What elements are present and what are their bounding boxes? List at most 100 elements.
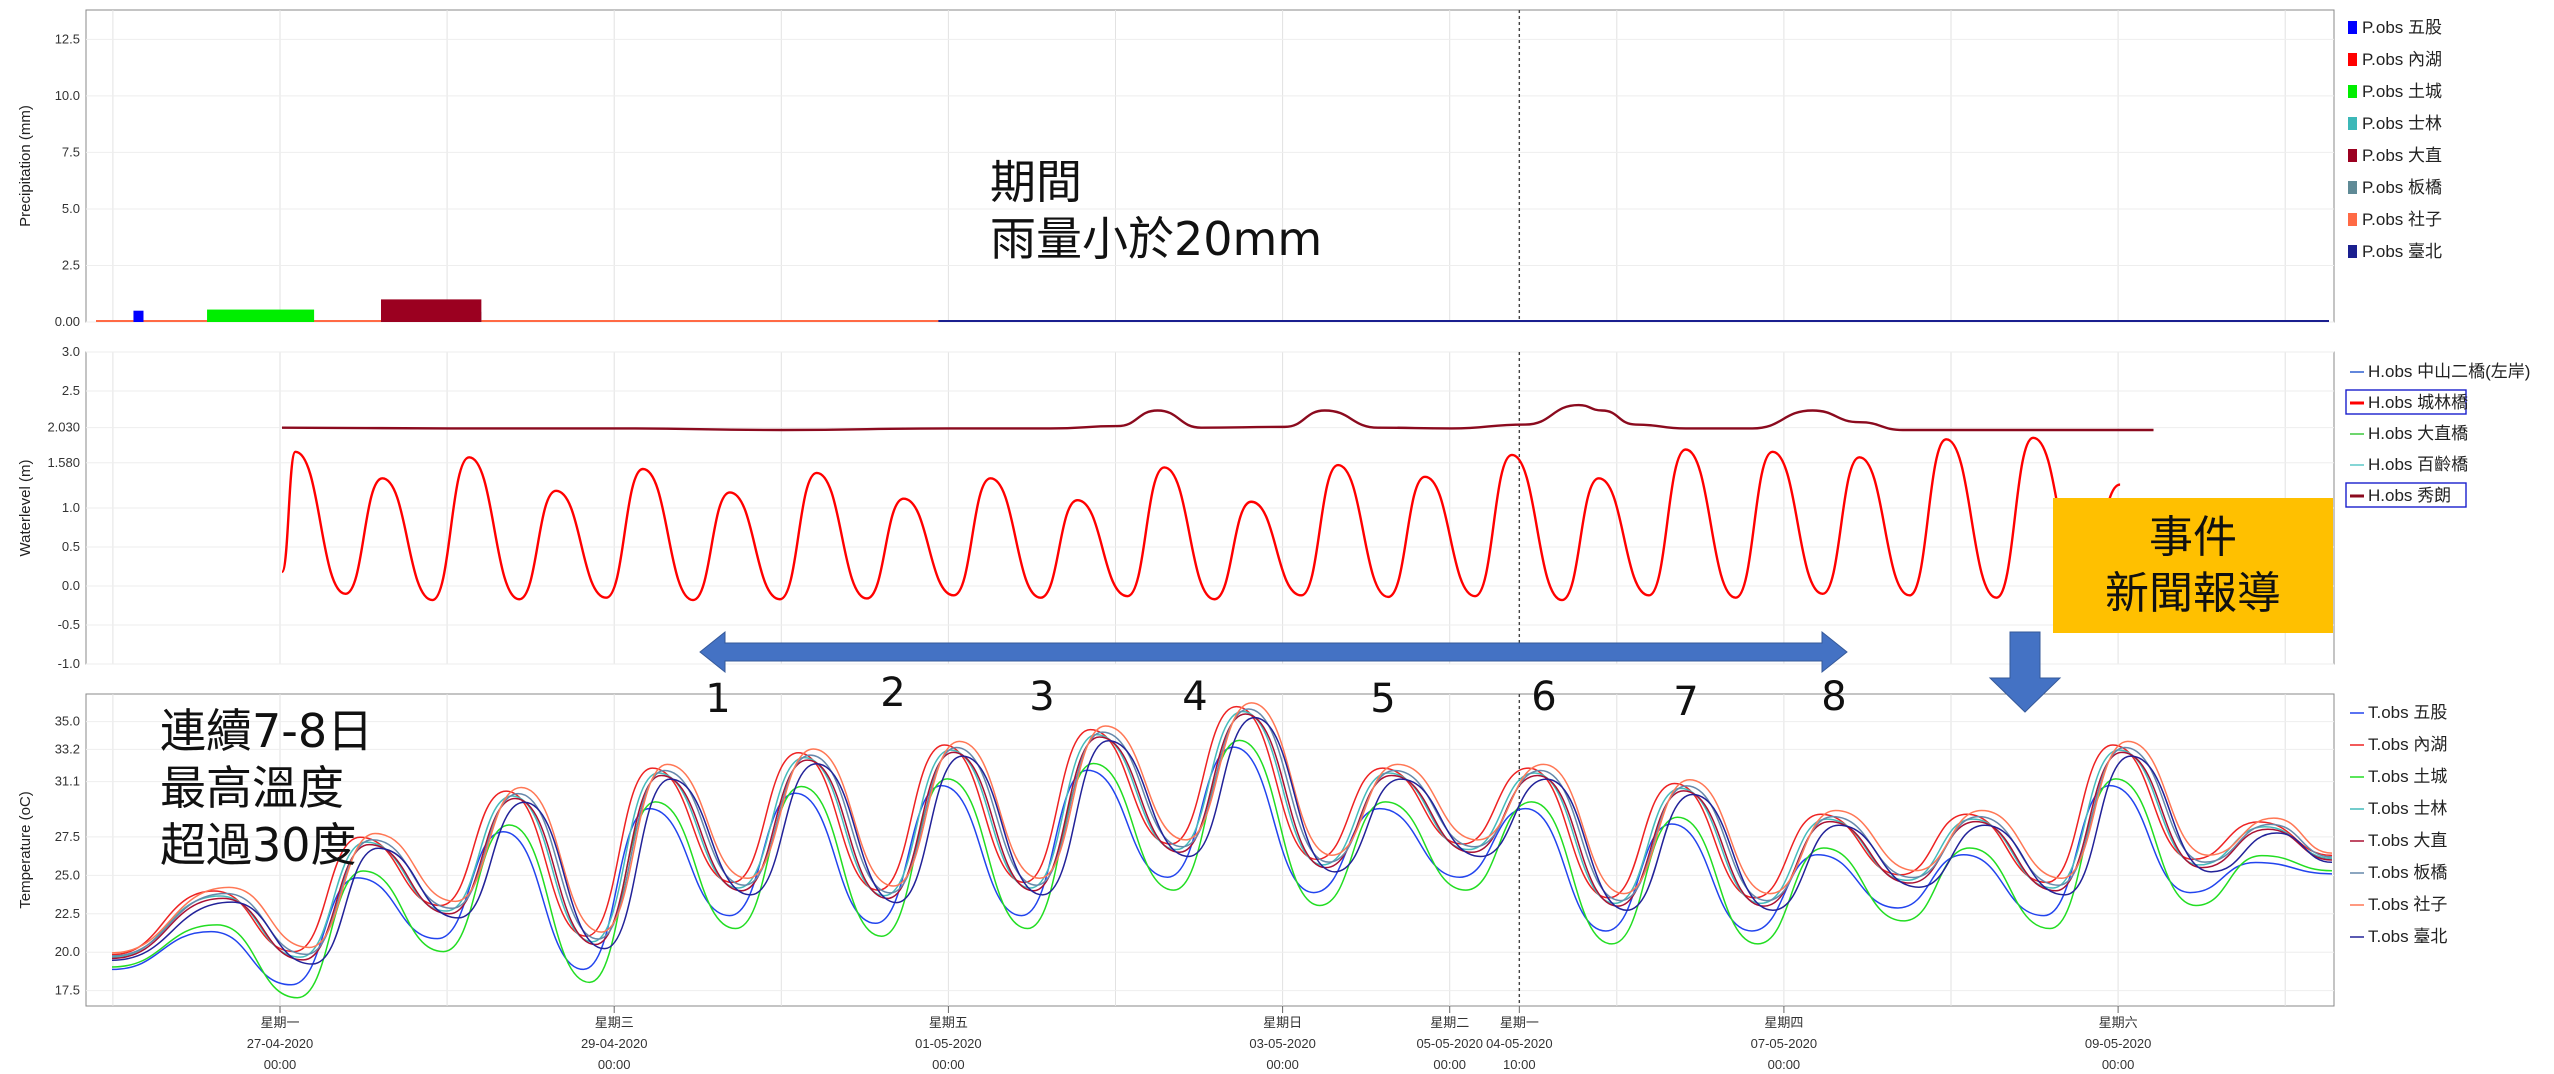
x-tick-label: 00:00 — [1266, 1057, 1299, 1072]
event-down-arrow — [1988, 631, 2062, 713]
legend-label: T.obs 臺北 — [2368, 927, 2447, 946]
temperature-axis-title: Temperature (oC) — [17, 791, 34, 909]
x-tick-label: 00:00 — [264, 1057, 297, 1072]
y-tick-label: 5.0 — [62, 201, 80, 216]
x-tick-label: 09-05-2020 — [2085, 1036, 2152, 1051]
x-tick-label: 星期二 — [1430, 1015, 1469, 1030]
y-tick-label: 1.580 — [47, 455, 80, 470]
x-tick-label: 27-04-2020 — [247, 1036, 314, 1051]
y-tick-label: 31.1 — [55, 774, 80, 789]
legend-swatch — [2348, 21, 2357, 34]
x-tick-label: 星期五 — [929, 1015, 968, 1030]
x-tick-label: 00:00 — [1433, 1057, 1466, 1072]
y-tick-label: 2.5 — [62, 257, 80, 272]
legend-label: T.obs 社子 — [2368, 895, 2447, 914]
y-tick-label: 7.5 — [62, 144, 80, 159]
x-tick-label: 04-05-2020 — [1486, 1036, 1553, 1051]
legend-swatch — [2348, 245, 2357, 258]
y-tick-label: 0.0 — [62, 578, 80, 593]
legend-label: T.obs 土城 — [2368, 767, 2447, 786]
precip-bar — [381, 299, 482, 322]
rain-note-line1: 期間 — [990, 155, 1082, 209]
waterlevel-lines — [280, 403, 2154, 602]
x-tick-label: 03-05-2020 — [1249, 1036, 1316, 1051]
legend-highlight-box — [2345, 482, 2467, 508]
day-number: 7 — [1673, 679, 1698, 725]
event-line2: 新聞報導 — [2105, 568, 2281, 619]
x-tick-label: 00:00 — [598, 1057, 631, 1072]
y-tick-label: 25.0 — [55, 867, 80, 882]
y-tick-labels: 0.00 2.5 5.0 7.5 10.0 12.5 3.0 2.5 2.030 1.580 1.0… — [47, 31, 80, 997]
temperature-line — [111, 702, 2333, 954]
y-tick-label: 10.0 — [55, 88, 80, 103]
precipitation-panel — [85, 9, 2335, 323]
y-tick-label: 20.0 — [55, 944, 80, 959]
x-tick-label: 00:00 — [1768, 1057, 1801, 1072]
temperature-line — [111, 739, 2333, 999]
legend-swatch — [2348, 213, 2357, 226]
precip-bar — [133, 310, 144, 322]
y-tick-label: 0.5 — [62, 539, 80, 554]
x-tick-label: 00:00 — [932, 1057, 965, 1072]
temp-note-line1: 連續7-8日 — [160, 704, 373, 758]
x-tick-label: 10:00 — [1503, 1057, 1536, 1072]
legend-label: T.obs 五股 — [2368, 703, 2447, 722]
legend-label: H.obs 中山二橋(左岸) — [2368, 362, 2530, 381]
x-tick-label: 星期日 — [1263, 1015, 1302, 1030]
legend-label: T.obs 內湖 — [2368, 735, 2447, 754]
x-tick-labels: 星期一 27-04-2020 00:00 星期三 29-04-2020 00:00 星期五 0… — [247, 1006, 2152, 1072]
x-tick-label: 29-04-2020 — [581, 1036, 648, 1051]
legend-label: P.obs 大直 — [2362, 146, 2442, 165]
x-tick-label: 星期一 — [1500, 1015, 1539, 1030]
waterlevel-axis-title: Waterlevel (m) — [17, 460, 34, 557]
y-tick-label: -0.5 — [58, 617, 80, 632]
legend-swatch — [2348, 149, 2357, 162]
x-tick-label: 01-05-2020 — [915, 1036, 982, 1051]
legend-swatch — [2348, 53, 2357, 66]
temperature-lines — [111, 702, 2333, 999]
y-tick-label: 2.030 — [47, 420, 80, 435]
legend-label: H.obs 百齡橋 — [2368, 455, 2468, 474]
waterlevel-line-chenglin — [280, 436, 2121, 602]
day-number: 3 — [1029, 674, 1054, 720]
temperature-line — [111, 710, 2333, 958]
legend-label: P.obs 土城 — [2362, 82, 2442, 101]
legend-label: T.obs 士林 — [2368, 799, 2447, 818]
day-number: 8 — [1821, 674, 1846, 720]
rain-note-line2: 雨量小於20mm — [990, 212, 1322, 266]
day-number: 5 — [1370, 676, 1395, 722]
y-tick-label: 0.00 — [55, 314, 80, 329]
legend-label: P.obs 內湖 — [2362, 50, 2442, 69]
legend-label: T.obs 板橋 — [2368, 863, 2447, 882]
legend-label: P.obs 士林 — [2362, 114, 2442, 133]
y-tick-label: 17.5 — [55, 983, 80, 998]
day-number: 2 — [880, 670, 905, 716]
x-tick-label: 星期一 — [260, 1015, 299, 1030]
x-tick-label: 00:00 — [2102, 1057, 2135, 1072]
day-number: 1 — [705, 676, 730, 722]
day-numbers: 1 2 3 4 5 6 7 8 — [705, 670, 1846, 725]
y-tick-label: 27.5 — [55, 829, 80, 844]
duration-double-arrow — [699, 630, 1848, 674]
legend-swatch — [2348, 117, 2357, 130]
y-tick-label: 35.0 — [55, 714, 80, 729]
temp-note-line3: 超過30度 — [160, 818, 357, 872]
legend-label: H.obs 城林橋 — [2368, 393, 2468, 412]
precip-bar — [207, 309, 315, 322]
y-tick-label: 33.2 — [55, 741, 80, 756]
precipitation-axis-title: Precipitation (mm) — [17, 105, 34, 227]
legend-label: P.obs 板橋 — [2362, 178, 2442, 197]
x-tick-label: 07-05-2020 — [1751, 1036, 1818, 1051]
event-box — [2053, 498, 2333, 633]
x-tick-label: 星期三 — [595, 1015, 634, 1030]
x-tick-label: 05-05-2020 — [1416, 1036, 1483, 1051]
legend-label: H.obs 秀朗 — [2368, 486, 2451, 505]
y-tick-label: 2.5 — [62, 383, 80, 398]
temperature-line — [111, 716, 2333, 965]
y-tick-label: -1.0 — [58, 656, 80, 671]
temp-note-line2: 最高溫度 — [160, 761, 344, 815]
x-tick-label: 星期六 — [2099, 1015, 2138, 1030]
legend-swatch — [2348, 181, 2357, 194]
precipitation-bars — [96, 299, 2329, 322]
